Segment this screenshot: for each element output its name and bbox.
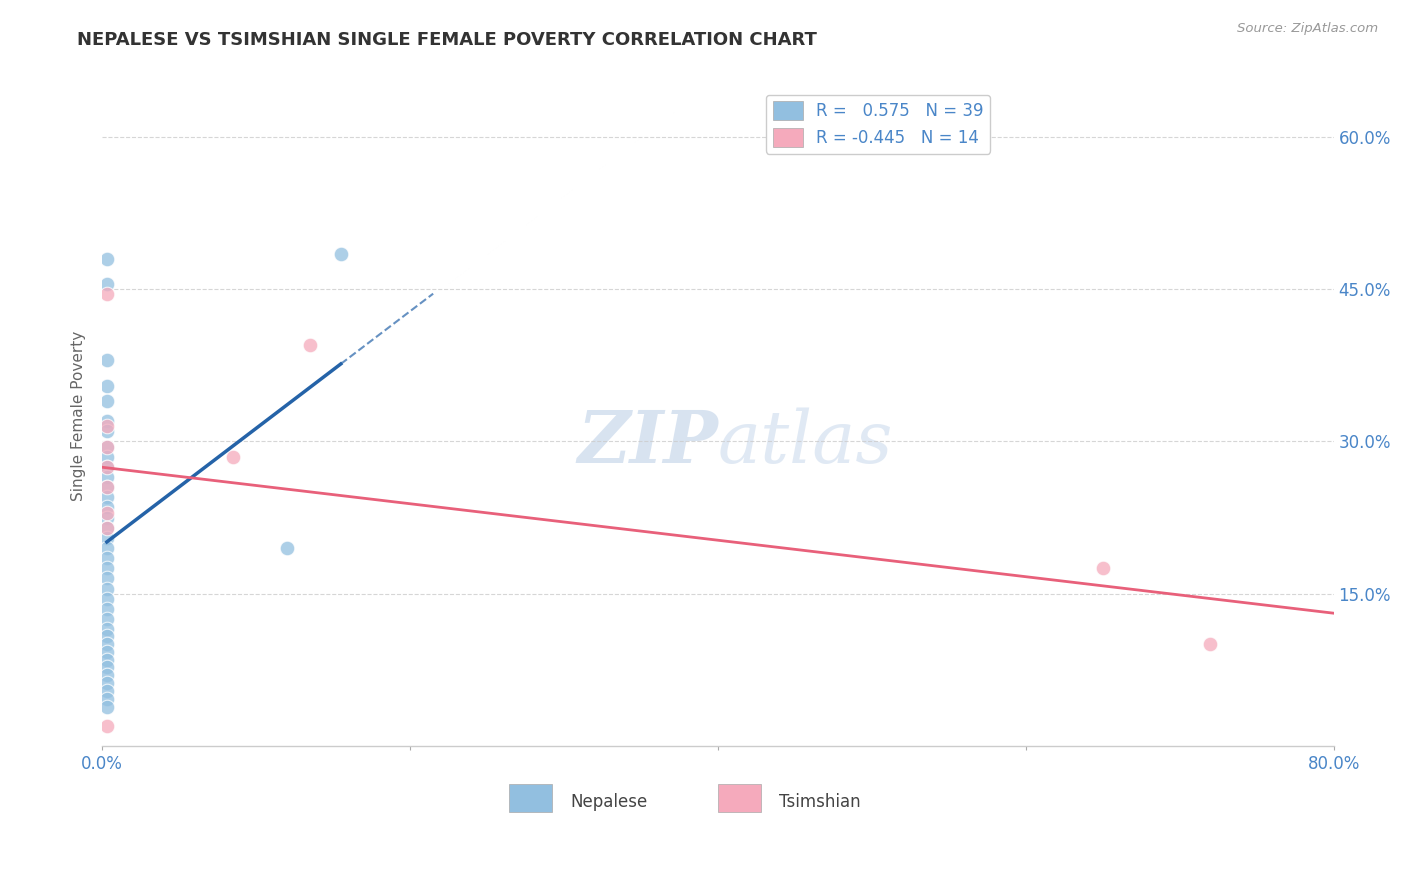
Point	[96, 676, 118, 690]
Text: atlas: atlas	[718, 408, 893, 478]
Point	[96, 521, 118, 535]
Point	[96, 684, 118, 698]
Point	[96, 602, 118, 616]
Text: Source: ZipAtlas.com: Source: ZipAtlas.com	[1237, 22, 1378, 36]
Point	[96, 668, 118, 682]
Point	[96, 252, 118, 266]
Point	[96, 393, 118, 408]
Point	[96, 510, 118, 524]
Point	[96, 378, 118, 392]
Point	[96, 644, 118, 658]
Point	[96, 419, 118, 434]
Point	[96, 700, 118, 714]
Text: NEPALESE VS TSIMSHIAN SINGLE FEMALE POVERTY CORRELATION CHART: NEPALESE VS TSIMSHIAN SINGLE FEMALE POVE…	[77, 31, 817, 49]
Point	[96, 541, 118, 555]
Point	[96, 531, 118, 545]
Point	[96, 506, 118, 520]
Point	[96, 718, 118, 732]
Point	[96, 480, 118, 494]
Point	[96, 440, 118, 454]
Point	[96, 692, 118, 706]
Point	[96, 561, 118, 575]
Point	[96, 659, 118, 673]
Point	[1091, 561, 1114, 575]
Point	[96, 459, 118, 474]
Bar	[718, 784, 761, 812]
Point	[96, 450, 118, 464]
Text: ZIP: ZIP	[576, 407, 718, 478]
Point	[96, 612, 118, 626]
Point	[96, 571, 118, 585]
Bar	[509, 784, 551, 812]
Text: Nepalese: Nepalese	[571, 793, 647, 811]
Point	[96, 459, 118, 474]
Point	[222, 450, 245, 464]
Point	[96, 629, 118, 643]
Point	[96, 414, 118, 428]
Point	[96, 490, 118, 504]
Point	[96, 440, 118, 454]
Point	[1199, 637, 1222, 651]
Point	[96, 425, 118, 439]
Point	[96, 470, 118, 484]
Point	[96, 582, 118, 596]
Point	[96, 480, 118, 494]
Y-axis label: Single Female Poverty: Single Female Poverty	[72, 331, 86, 501]
Point	[96, 637, 118, 651]
Point	[96, 652, 118, 666]
Point	[276, 541, 298, 555]
Point	[329, 247, 352, 261]
Point	[96, 500, 118, 515]
Point	[96, 353, 118, 368]
Text: Tsimshian: Tsimshian	[779, 793, 860, 811]
Point	[96, 521, 118, 535]
Point	[96, 277, 118, 292]
Legend: R =   0.575   N = 39, R = -0.445   N = 14: R = 0.575 N = 39, R = -0.445 N = 14	[766, 95, 990, 153]
Point	[96, 591, 118, 606]
Point	[298, 338, 321, 352]
Point	[96, 622, 118, 636]
Point	[96, 551, 118, 566]
Point	[96, 287, 118, 301]
